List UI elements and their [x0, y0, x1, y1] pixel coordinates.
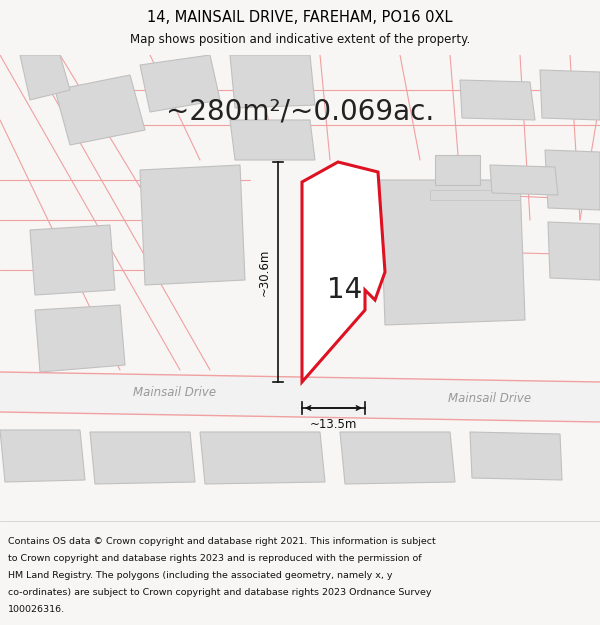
Text: 14, MAINSAIL DRIVE, FAREHAM, PO16 0XL: 14, MAINSAIL DRIVE, FAREHAM, PO16 0XL [147, 9, 453, 24]
Polygon shape [230, 120, 315, 160]
Text: 100026316.: 100026316. [8, 605, 65, 614]
Polygon shape [55, 75, 145, 145]
Polygon shape [380, 180, 525, 325]
Polygon shape [0, 372, 600, 422]
Polygon shape [230, 55, 315, 108]
Text: co-ordinates) are subject to Crown copyright and database rights 2023 Ordnance S: co-ordinates) are subject to Crown copyr… [8, 588, 431, 597]
Polygon shape [0, 430, 85, 482]
Text: Mainsail Drive: Mainsail Drive [133, 386, 217, 399]
Text: Contains OS data © Crown copyright and database right 2021. This information is : Contains OS data © Crown copyright and d… [8, 537, 436, 546]
Text: ~280m²/~0.069ac.: ~280m²/~0.069ac. [166, 98, 434, 126]
Polygon shape [548, 222, 600, 280]
Polygon shape [545, 150, 600, 210]
Polygon shape [140, 55, 220, 112]
Text: ~13.5m: ~13.5m [310, 418, 357, 431]
Text: Map shows position and indicative extent of the property.: Map shows position and indicative extent… [130, 32, 470, 46]
Polygon shape [430, 190, 520, 200]
Polygon shape [140, 165, 245, 285]
Text: HM Land Registry. The polygons (including the associated geometry, namely x, y: HM Land Registry. The polygons (includin… [8, 571, 392, 580]
Polygon shape [540, 70, 600, 120]
Polygon shape [90, 432, 195, 484]
Polygon shape [200, 432, 325, 484]
Text: to Crown copyright and database rights 2023 and is reproduced with the permissio: to Crown copyright and database rights 2… [8, 554, 422, 563]
Text: Mainsail Drive: Mainsail Drive [448, 391, 532, 404]
Polygon shape [340, 432, 455, 484]
Text: 14: 14 [328, 276, 362, 304]
Polygon shape [30, 225, 115, 295]
Polygon shape [35, 305, 125, 372]
Polygon shape [435, 155, 480, 185]
Polygon shape [460, 80, 535, 120]
Polygon shape [20, 55, 70, 100]
Text: ~30.6m: ~30.6m [257, 248, 271, 296]
Polygon shape [470, 432, 562, 480]
Polygon shape [490, 165, 558, 195]
Polygon shape [302, 162, 385, 382]
